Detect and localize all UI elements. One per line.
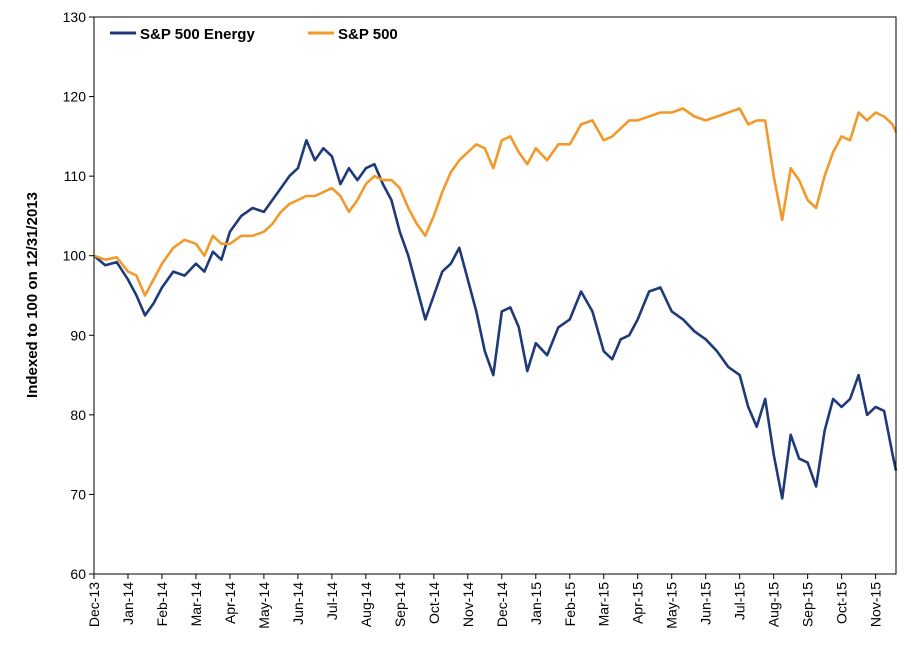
axes-layer: 60 70 80 90 100 110 120 130 Dec-13 Jan-14 Feb-14 Ma… [63, 9, 897, 629]
x-tick-label: Jul-15 [732, 582, 748, 620]
y-tick-label: 100 [63, 248, 87, 264]
x-tick-label: Mar-15 [596, 582, 612, 627]
series-layer [93, 107, 898, 500]
x-tick-label: Jun-15 [698, 582, 714, 625]
y-tick-label: 70 [70, 486, 86, 502]
legend-label: S&P 500 Energy [140, 26, 255, 43]
x-tick-label: Oct-15 [834, 582, 850, 624]
plot-frame [93, 16, 897, 575]
y-tick-label: 90 [70, 327, 86, 343]
x-tick-label: Dec-13 [86, 582, 102, 627]
x-tick-label: Aug-14 [358, 582, 374, 627]
x-tick-label: Oct-14 [426, 582, 442, 624]
x-tick-label: Dec-14 [494, 582, 510, 627]
x-tick-label: Jun-14 [290, 582, 306, 625]
x-tick-label: Nov-14 [460, 582, 476, 627]
legend: S&P 500 Energy S&P 500 [110, 26, 398, 43]
x-tick-label: Sep-14 [392, 582, 408, 627]
x-tick-label: Aug-15 [766, 582, 782, 627]
x-tick-label: Jan-15 [528, 582, 544, 625]
y-axis-title: Indexed to 100 on 12/31/2013 [24, 192, 41, 398]
x-tick-label: Sep-15 [800, 582, 816, 627]
x-tick-label: Feb-15 [562, 582, 578, 627]
x-tick-label: Mar-14 [188, 582, 204, 627]
legend-label: S&P 500 [338, 26, 398, 43]
y-tick-label: 60 [70, 566, 86, 582]
series-line-0 [93, 139, 898, 500]
x-tick-label: Feb-14 [154, 582, 170, 627]
x-tick-label: Apr-15 [630, 582, 646, 624]
x-tick-label: Apr-14 [222, 582, 238, 624]
x-tick-label: Jan-14 [120, 582, 136, 625]
series-line-1 [93, 107, 898, 297]
x-tick-label: May-14 [256, 582, 272, 629]
y-tick-label: 110 [64, 168, 87, 184]
y-tick-label: 80 [70, 407, 86, 423]
x-tick-label: Jul-14 [324, 582, 340, 620]
y-tick-label: 130 [63, 9, 87, 25]
x-tick-label: Nov-15 [868, 582, 884, 627]
y-axis-title-group: Indexed to 100 on 12/31/2013 [24, 192, 41, 398]
y-tick-label: 120 [63, 89, 87, 105]
x-tick-label: May-15 [664, 582, 680, 629]
